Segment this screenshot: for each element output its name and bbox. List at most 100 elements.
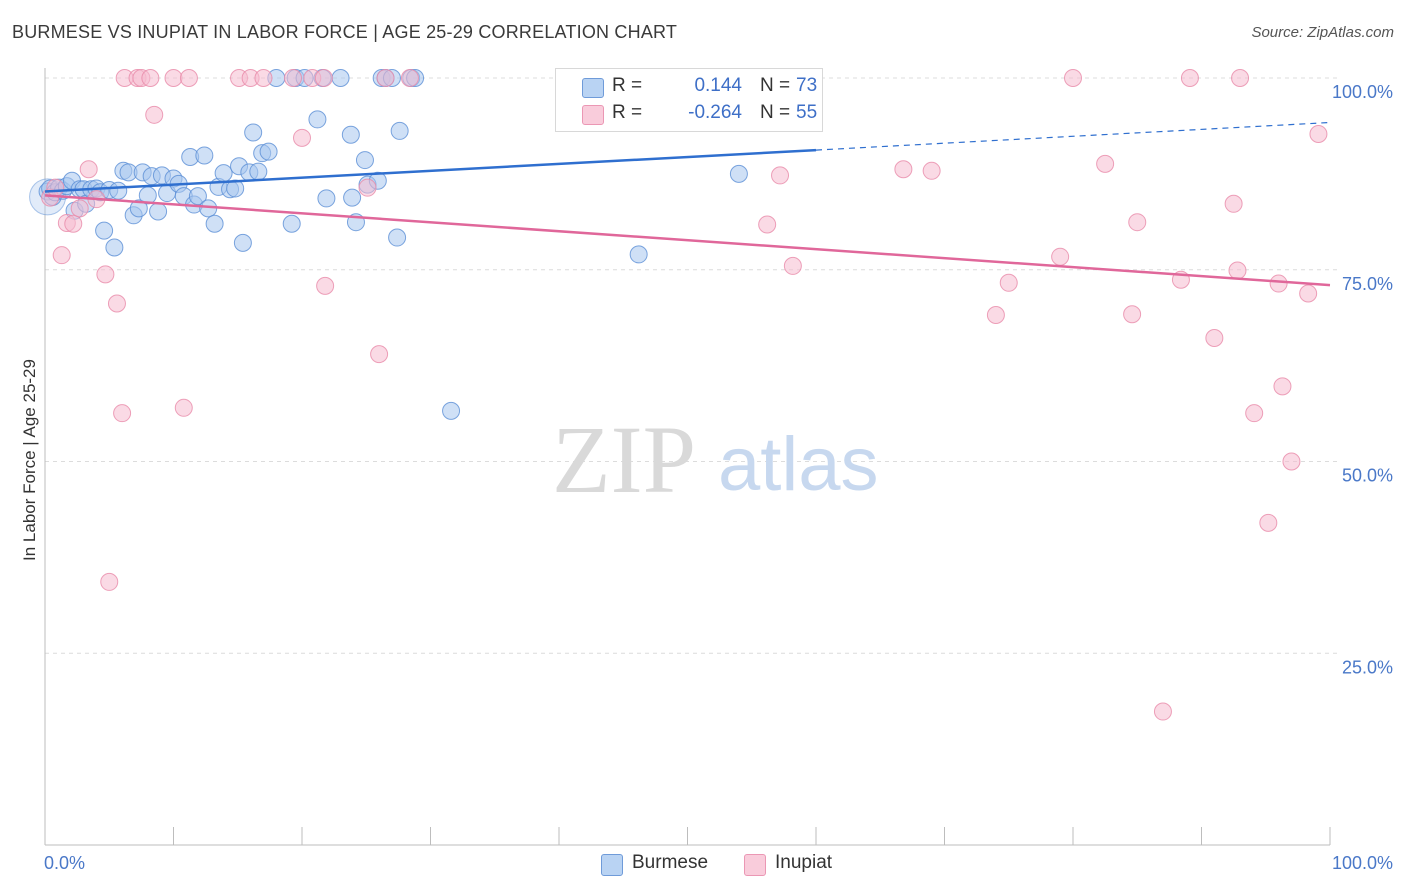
inupiat-point <box>46 178 65 197</box>
watermark-atlas: atlas <box>718 422 879 507</box>
inupiat-point <box>1051 247 1070 266</box>
inupiat-point <box>922 161 941 180</box>
burmese-point <box>149 202 168 221</box>
legend-r-label: R = <box>612 102 643 123</box>
burmese-point <box>317 189 336 208</box>
x-tick-label: 100.0% <box>1332 853 1393 873</box>
inupiat-point <box>1259 513 1278 532</box>
inupiat-point <box>1180 69 1199 87</box>
watermark: ZIP atlas <box>552 406 879 513</box>
burmese-point <box>109 181 128 200</box>
burmese-point <box>105 238 124 257</box>
inupiat-point <box>376 69 395 87</box>
x-tick-labels: 0.0% 100.0% <box>44 853 1393 873</box>
burmese-point <box>259 142 278 161</box>
inupiat-point <box>179 69 198 87</box>
series-swatch-burmese <box>601 854 623 876</box>
burmese-trend-line <box>44 148 817 193</box>
data-points <box>29 69 1328 721</box>
inupiat-point <box>314 69 333 87</box>
inupiat-point <box>1205 329 1224 348</box>
inupiat-point <box>1245 404 1264 423</box>
inupiat-point <box>1128 213 1147 232</box>
inupiat-point <box>783 256 802 275</box>
burmese-point <box>214 164 233 183</box>
burmese-point <box>205 214 224 233</box>
inupiat-point <box>771 166 790 185</box>
inupiat-point <box>145 105 164 124</box>
inupiat-point <box>358 178 377 197</box>
inupiat-point <box>1282 452 1301 471</box>
inupiat-point <box>1309 124 1328 143</box>
inupiat-point <box>1224 194 1243 213</box>
inupiat-point <box>1299 284 1318 303</box>
burmese-point <box>629 245 648 264</box>
inupiat-point <box>1228 261 1247 280</box>
series-name-burmese: Burmese <box>632 852 709 873</box>
burmese-point <box>282 214 301 233</box>
y-tick-label: 75.0% <box>1342 274 1393 294</box>
burmese-point <box>442 401 461 420</box>
inupiat-point <box>164 69 183 87</box>
inupiat-point <box>370 345 389 364</box>
burmese-point <box>129 199 148 218</box>
legend-swatch-inupiat <box>582 105 604 125</box>
burmese-point <box>249 162 268 181</box>
burmese-point <box>195 146 214 165</box>
inupiat-point <box>107 294 126 313</box>
inupiat-point <box>400 69 419 87</box>
burmese-point <box>343 188 362 207</box>
inupiat-point <box>1153 702 1172 721</box>
correlation-legend: R = 0.144 N = 73 R = -0.264 N = 55 <box>555 68 823 132</box>
inupiat-point <box>174 398 193 417</box>
burmese-point <box>233 233 252 252</box>
inupiat-point <box>141 69 160 87</box>
y-tick-labels: 100.0% 75.0% 50.0% 25.0% <box>1332 82 1393 677</box>
legend-r-value-burmese: 0.144 <box>694 75 742 96</box>
inupiat-point <box>96 265 115 284</box>
inupiat-point <box>986 306 1005 325</box>
burmese-point <box>390 121 409 140</box>
inupiat-point <box>1096 154 1115 173</box>
inupiat-point <box>1064 69 1082 87</box>
inupiat-point <box>64 214 83 233</box>
chart-title: BURMESE VS INUPIAT IN LABOR FORCE | AGE … <box>12 22 678 42</box>
series-swatch-inupiat <box>744 854 766 876</box>
inupiat-point <box>1269 274 1288 293</box>
inupiat-point <box>894 160 913 179</box>
burmese-point <box>308 110 327 129</box>
inupiat-point <box>316 276 335 295</box>
inupiat-point <box>758 215 777 234</box>
burmese-point <box>341 125 360 144</box>
inupiat-point <box>1231 69 1250 87</box>
trend-lines <box>44 121 1331 287</box>
inupiat-point <box>284 69 303 87</box>
legend-n-label: N = <box>760 102 791 123</box>
legend-r-label: R = <box>612 75 643 96</box>
burmese-trend-extension <box>815 121 1331 151</box>
inupiat-point <box>113 404 132 423</box>
burmese-point <box>95 221 114 240</box>
legend-n-label: N = <box>760 75 791 96</box>
burmese-point <box>729 164 748 183</box>
legend-n-value-inupiat: 55 <box>796 102 818 123</box>
inupiat-point <box>1123 305 1142 324</box>
burmese-point <box>355 151 374 170</box>
burmese-point <box>388 228 407 247</box>
legend-swatch-burmese <box>582 78 604 98</box>
series-name-inupiat: Inupiat <box>775 852 833 873</box>
inupiat-trend-line <box>44 194 1331 287</box>
inupiat-point <box>293 128 311 147</box>
y-tick-label: 50.0% <box>1342 466 1393 486</box>
legend-r-value-inupiat: -0.264 <box>688 102 742 123</box>
inupiat-point <box>254 69 273 87</box>
x-tick-label: 0.0% <box>44 853 85 873</box>
watermark-zip: ZIP <box>552 406 696 513</box>
burmese-point <box>244 123 263 142</box>
y-tick-label: 100.0% <box>1332 82 1393 102</box>
y-axis-label: In Labor Force | Age 25-29 <box>20 359 39 561</box>
burmese-point <box>226 179 245 198</box>
inupiat-point <box>100 572 119 591</box>
inupiat-point <box>70 199 89 218</box>
